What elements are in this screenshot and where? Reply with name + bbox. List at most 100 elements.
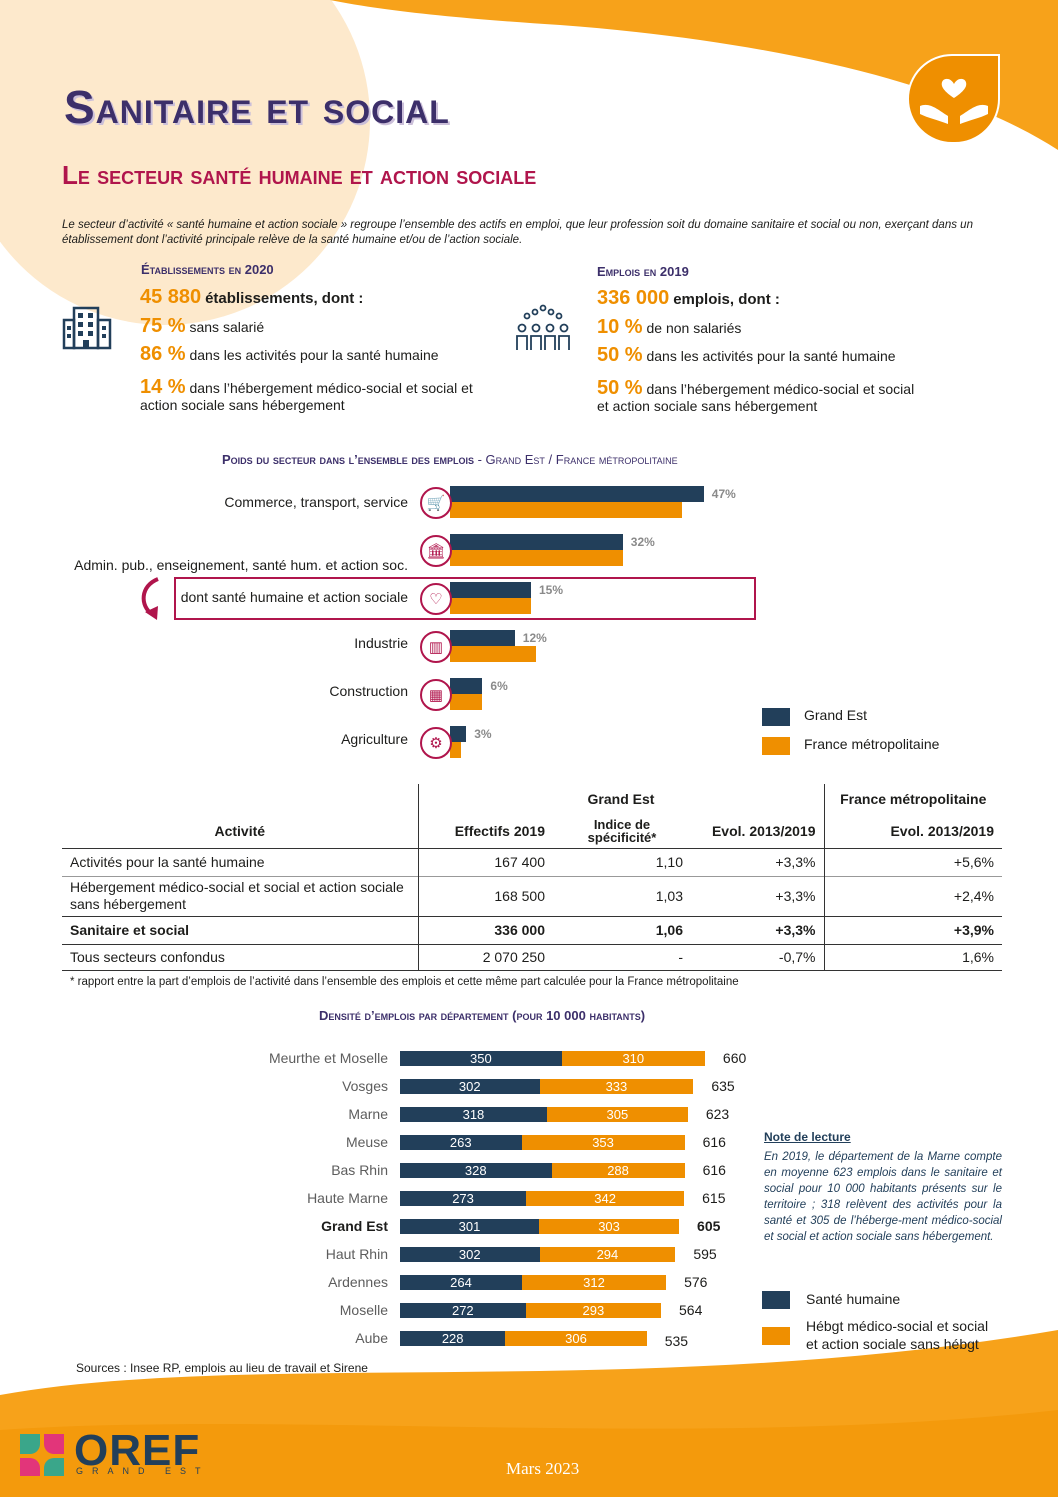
bar-grand-est bbox=[450, 486, 704, 502]
total-label: 564 bbox=[679, 1302, 703, 1318]
total-label: 535 bbox=[664, 1333, 689, 1349]
bar-grand-est bbox=[450, 534, 623, 550]
department-label: Ardennes bbox=[328, 1274, 388, 1290]
bar-france bbox=[450, 694, 483, 710]
chart1-title: Poids du secteur dans l’ensemble des emp… bbox=[222, 452, 678, 467]
table-header: Activité bbox=[62, 814, 419, 848]
jobs-item: 10 % de non salariés bbox=[597, 316, 742, 338]
page-subtitle: Le secteur santé humaine et action socia… bbox=[62, 160, 537, 190]
department-label: Haut Rhin bbox=[325, 1246, 388, 1262]
department-label: Vosges bbox=[342, 1078, 388, 1094]
legend-hebergement: Hébgt médico-social et social et action s… bbox=[806, 1318, 989, 1352]
table-group-grand-est: Grand Est bbox=[418, 784, 825, 814]
publication-date: Mars 2023 bbox=[506, 1459, 580, 1478]
top-wave bbox=[330, 0, 1058, 150]
bar-france bbox=[450, 550, 623, 566]
legend-swatch-sante bbox=[762, 1291, 790, 1309]
bricks-icon: ▦ bbox=[420, 679, 452, 711]
bar-value-label: 15% bbox=[539, 583, 564, 597]
total-label: 595 bbox=[693, 1246, 717, 1262]
total-label: 616 bbox=[702, 1134, 726, 1150]
legend-france: France métropolitaine bbox=[804, 736, 940, 752]
bar-hebergement: 333 bbox=[539, 1079, 694, 1094]
table-header: Evol. 2013/2019 bbox=[691, 814, 825, 848]
bar-hebergement: 288 bbox=[551, 1163, 685, 1178]
bar-hebergement: 342 bbox=[526, 1191, 685, 1206]
bar-hebergement: 294 bbox=[539, 1247, 676, 1262]
category-label: dont santé humaine et action sociale bbox=[180, 589, 408, 605]
hands-heart-icon bbox=[906, 54, 1000, 144]
highlight-box bbox=[174, 577, 756, 620]
total-label: 605 bbox=[697, 1218, 721, 1234]
category-label: Agriculture bbox=[341, 731, 408, 747]
total-label: 660 bbox=[722, 1050, 747, 1066]
total-label: 576 bbox=[684, 1274, 708, 1290]
establishments-item: 14 % dans l’hébergement médico-social et… bbox=[140, 376, 473, 413]
total-label: 616 bbox=[702, 1162, 726, 1178]
establishments-heading: Établissements en 2020 bbox=[141, 262, 274, 277]
table-header: Evol. 2013/2019 bbox=[890, 822, 994, 839]
total-label: 615 bbox=[702, 1190, 726, 1206]
department-label: Grand Est bbox=[321, 1218, 388, 1234]
department-label: Meurthe et Moselle bbox=[268, 1050, 388, 1066]
bar-hebergement: 353 bbox=[521, 1135, 685, 1150]
bar-value-label: 6% bbox=[490, 679, 508, 693]
bar-france bbox=[450, 598, 531, 614]
table-header: Effectifs 2019 bbox=[454, 822, 545, 839]
activity-table: Grand Est France métropolitaine Activité… bbox=[62, 784, 1002, 971]
bar-value-label: 12% bbox=[522, 631, 547, 645]
table-group-france: France métropolitaine bbox=[840, 791, 987, 807]
brand-name: OREF bbox=[74, 1426, 201, 1475]
bar-france bbox=[450, 742, 461, 758]
bar-hebergement: 306 bbox=[505, 1331, 647, 1346]
bar-hebergement: 310 bbox=[561, 1051, 705, 1066]
legend-swatch-france bbox=[762, 737, 790, 755]
category-label: Admin. pub., enseignement, santé hum. et… bbox=[74, 557, 408, 573]
category-label: Industrie bbox=[354, 635, 408, 651]
curved-arrow-icon bbox=[141, 577, 159, 620]
page-title: Sanitaire et social bbox=[64, 81, 450, 133]
bar-france bbox=[450, 646, 537, 662]
bar-sante: 328 bbox=[400, 1163, 552, 1178]
table-header: Indice de spécificité* bbox=[587, 816, 657, 845]
bar-hebergement: 312 bbox=[521, 1275, 667, 1290]
table-row: Activités pour la santé humaine 167 400 … bbox=[62, 848, 1002, 876]
category-label: Construction bbox=[329, 683, 408, 699]
bar-grand-est bbox=[450, 678, 483, 694]
note-body: En 2019, le département de la Marne comp… bbox=[764, 1151, 1002, 1243]
bar-hebergement: 293 bbox=[525, 1303, 662, 1318]
department-label: Marne bbox=[348, 1106, 388, 1122]
bar-sante: 272 bbox=[400, 1303, 526, 1318]
bar-sante: 301 bbox=[400, 1219, 540, 1234]
bar-sante: 302 bbox=[400, 1079, 540, 1094]
bar-sante: 264 bbox=[400, 1275, 522, 1290]
table-row: Tous secteurs confondus 2 070 250 - -0,7… bbox=[62, 944, 1002, 970]
department-label: Moselle bbox=[339, 1302, 388, 1318]
jobs-item: 50 % dans l’hébergement médico-social et… bbox=[597, 377, 915, 414]
sources: Sources : Insee RP, emplois au lieu de t… bbox=[76, 1361, 368, 1375]
legend-sante: Santé humaine bbox=[806, 1291, 901, 1307]
table-row: Sanitaire et social 336 000 1,06 +3,3% +… bbox=[62, 916, 1002, 944]
hand-heart-icon: ♡ bbox=[420, 583, 452, 615]
establishments-item: 75 % sans salarié bbox=[140, 315, 265, 337]
bar-grand-est bbox=[450, 726, 467, 742]
total-label: 635 bbox=[711, 1078, 735, 1094]
bar-sante: 302 bbox=[400, 1247, 540, 1262]
table-footnote: * rapport entre la part d’emplois de l’a… bbox=[70, 976, 739, 988]
tractor-icon: ⚙ bbox=[420, 727, 452, 759]
oref-logo-icon bbox=[20, 1434, 64, 1476]
legend-swatch-grand-est bbox=[762, 708, 790, 726]
bar-sante: 350 bbox=[400, 1051, 562, 1066]
building-icon bbox=[62, 306, 112, 350]
legend-grand-est: Grand Est bbox=[804, 707, 868, 723]
jobs-total: 336 000 emplois, dont : bbox=[597, 287, 780, 309]
bar-value-label: 32% bbox=[630, 535, 655, 549]
department-label: Bas Rhin bbox=[331, 1162, 388, 1178]
total-label: 623 bbox=[705, 1106, 730, 1122]
department-label: Aube bbox=[355, 1330, 388, 1346]
table-row: Hébergement médico-social et social et a… bbox=[62, 876, 1002, 916]
intro-text: Le secteur d’activité « santé humaine et… bbox=[62, 219, 973, 246]
bar-hebergement: 303 bbox=[539, 1219, 680, 1234]
department-label: Meuse bbox=[345, 1134, 388, 1150]
